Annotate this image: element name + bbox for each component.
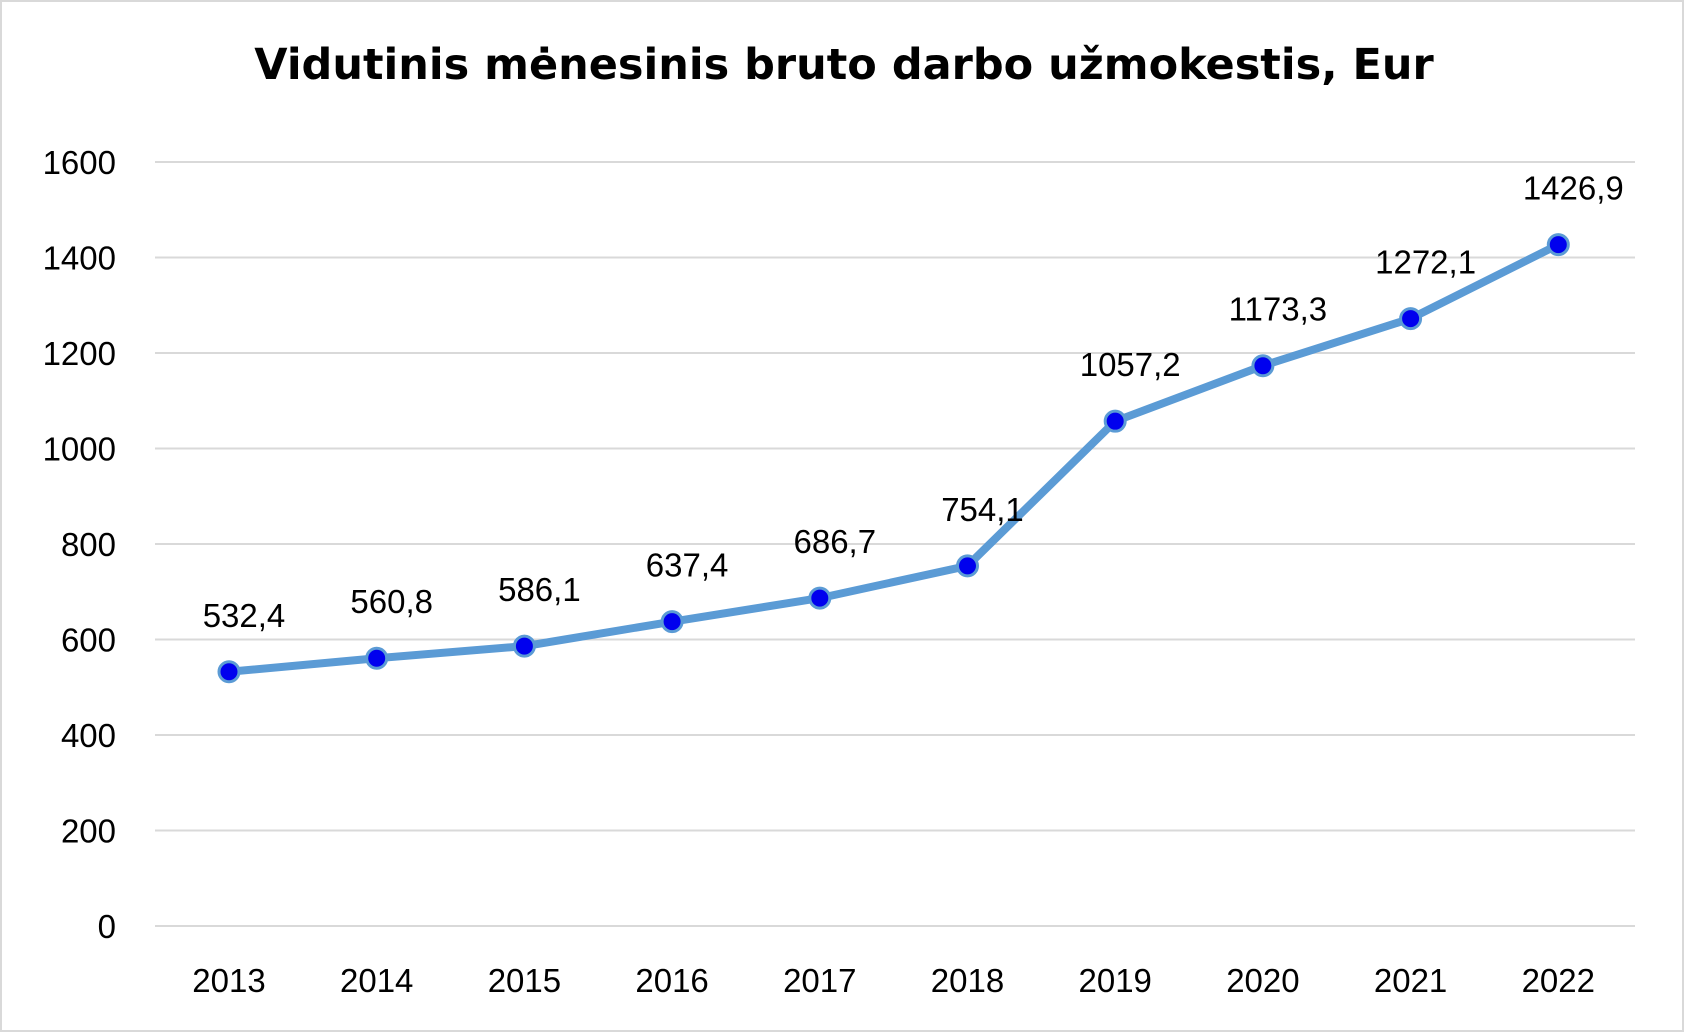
y-tick-label: 1400: [43, 240, 116, 277]
data-point-marker: [512, 634, 536, 658]
y-tick-label: 800: [61, 526, 116, 563]
x-tick-label: 2022: [1522, 962, 1595, 999]
gridlines: [155, 161, 1635, 927]
y-tick-label: 600: [61, 622, 116, 659]
data-point-marker: [365, 646, 389, 670]
data-label: 586,1: [498, 571, 581, 608]
data-label: 637,4: [646, 547, 729, 584]
x-axis-tick-labels: 2013 2014 2015 2016 2017 2018 2019 2020 2021 2022: [192, 962, 1595, 999]
y-tick-label: 200: [61, 813, 116, 850]
data-markers: [217, 233, 1570, 684]
data-label: 1426,9: [1523, 170, 1624, 207]
y-tick-label: 0: [98, 908, 116, 945]
data-point-marker: [217, 660, 241, 684]
data-label: 686,7: [794, 523, 877, 560]
data-point-marker: [660, 610, 684, 634]
series-line-group: [225, 240, 1563, 676]
x-tick-label: 2021: [1374, 962, 1447, 999]
y-tick-label: 1200: [43, 335, 116, 372]
data-point-marker: [1103, 409, 1127, 433]
data-point-marker: [808, 586, 832, 610]
x-tick-label: 2017: [783, 962, 856, 999]
y-axis-tick-labels: 0 200 400 600 800 1000 1200 1400 1600: [43, 144, 116, 945]
data-label: 1173,3: [1229, 291, 1327, 328]
data-point-marker: [956, 554, 979, 578]
data-labels: 532,4 560,8 586,1 637,4 686,7 754,1 1057,2 1173…: [203, 170, 1624, 634]
data-label: 532,4: [203, 597, 286, 634]
data-point-marker: [1251, 354, 1275, 378]
y-tick-label: 400: [61, 717, 116, 754]
series-line: [225, 240, 1563, 676]
chart-title: Vidutinis mėnesinis bruto darbo užmokest…: [254, 40, 1434, 90]
data-label: 560,8: [350, 583, 433, 620]
x-tick-label: 2018: [931, 962, 1004, 999]
x-tick-label: 2015: [488, 962, 561, 999]
data-label: 1272,1: [1375, 244, 1476, 281]
data-label: 754,1: [941, 491, 1024, 528]
x-tick-label: 2014: [340, 962, 413, 999]
y-tick-label: 1000: [43, 431, 116, 468]
data-point-marker: [1399, 307, 1423, 331]
x-tick-label: 2013: [192, 962, 265, 999]
y-tick-label: 1600: [43, 144, 116, 181]
x-tick-label: 2020: [1226, 962, 1299, 999]
data-point-marker: [1546, 233, 1570, 257]
x-tick-label: 2019: [1078, 962, 1151, 999]
data-label: 1057,2: [1080, 346, 1181, 383]
x-tick-label: 2016: [635, 962, 708, 999]
